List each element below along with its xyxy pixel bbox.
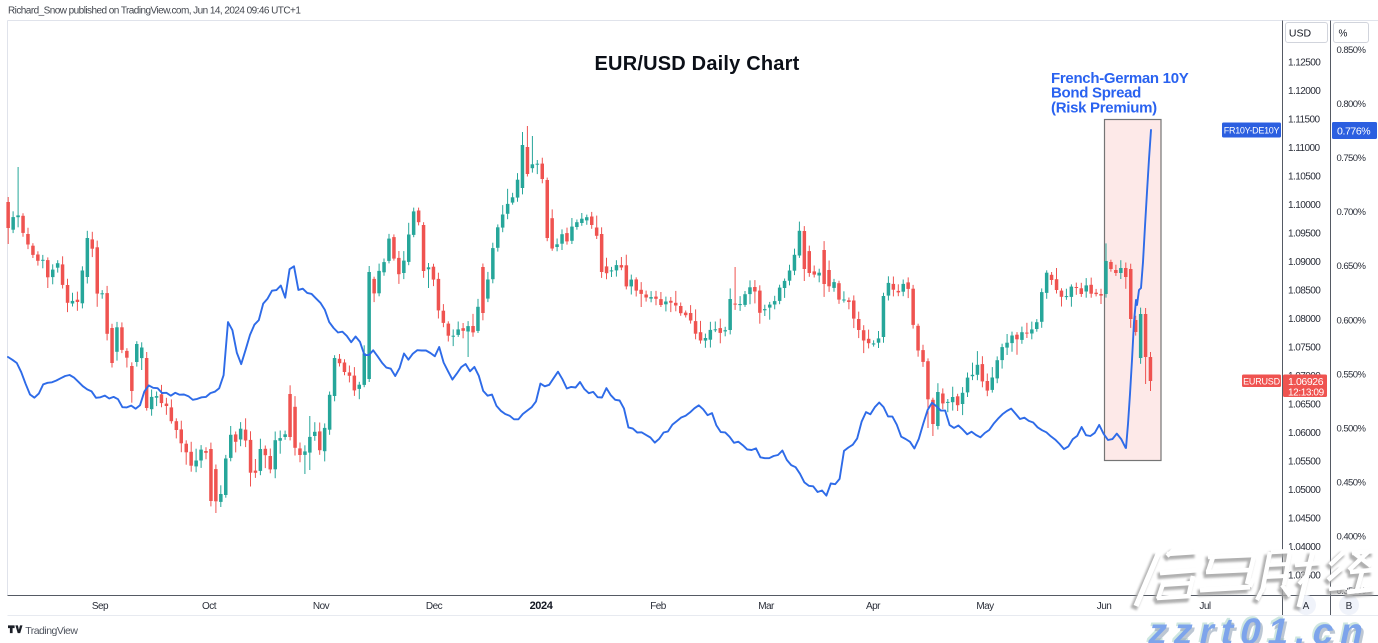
svg-text:1.10000: 1.10000	[1288, 200, 1321, 211]
svg-text:FR10Y-DE10Y: FR10Y-DE10Y	[1224, 126, 1280, 136]
svg-text:12:13:09: 12:13:09	[1288, 388, 1325, 399]
svg-text:French-German 10Y: French-German 10Y	[1051, 70, 1189, 87]
svg-text:0.650%: 0.650%	[1337, 261, 1367, 272]
svg-text:Apr: Apr	[866, 601, 881, 612]
svg-text:Jul: Jul	[1199, 601, 1210, 612]
svg-text:1.08000: 1.08000	[1288, 314, 1321, 325]
svg-text:1.12500: 1.12500	[1288, 58, 1321, 69]
svg-text:1.08500: 1.08500	[1288, 286, 1321, 297]
svg-text:Nov: Nov	[313, 601, 330, 612]
svg-text:1.09500: 1.09500	[1288, 229, 1321, 240]
svg-text:zzrt01.cn: zzrt01.cn	[1147, 613, 1377, 643]
svg-text:zzrt01.cn: zzrt01.cn	[1145, 610, 1375, 643]
svg-text:2024: 2024	[530, 600, 554, 612]
svg-text:0.776%: 0.776%	[1337, 126, 1370, 138]
svg-text:1.04500: 1.04500	[1288, 514, 1321, 525]
svg-text:0.500%: 0.500%	[1337, 424, 1367, 435]
svg-text:TradingView: TradingView	[25, 625, 78, 637]
svg-text:1.05000: 1.05000	[1288, 485, 1321, 496]
svg-text:1.07500: 1.07500	[1288, 343, 1321, 354]
svg-text:1.11000: 1.11000	[1288, 143, 1321, 154]
svg-text:Oct: Oct	[202, 601, 217, 612]
svg-text:1.12000: 1.12000	[1288, 86, 1321, 97]
svg-text:1.05500: 1.05500	[1288, 457, 1321, 468]
svg-text:1.06500: 1.06500	[1288, 400, 1321, 411]
svg-text:Jun: Jun	[1097, 601, 1111, 612]
svg-text:1.11500: 1.11500	[1288, 115, 1321, 126]
svg-text:0.600%: 0.600%	[1337, 315, 1367, 326]
svg-text:0.450%: 0.450%	[1337, 478, 1367, 489]
svg-text:A: A	[1303, 601, 1310, 612]
svg-text:1.10500: 1.10500	[1288, 172, 1321, 183]
svg-text:May: May	[976, 601, 994, 612]
svg-text:EUR/USD Daily Chart: EUR/USD Daily Chart	[595, 53, 800, 75]
svg-text:Bond Spread: Bond Spread	[1051, 85, 1141, 102]
svg-text:(Risk Premium): (Risk Premium)	[1051, 100, 1157, 117]
svg-text:0.800%: 0.800%	[1337, 99, 1367, 110]
svg-text:Dec: Dec	[426, 601, 443, 612]
svg-text:zzrt01.cn: zzrt01.cn	[1143, 608, 1373, 643]
svg-text:Sep: Sep	[92, 601, 109, 612]
svg-text:1.04000: 1.04000	[1288, 542, 1321, 553]
svg-text:0.700%: 0.700%	[1337, 207, 1367, 218]
svg-text:0.750%: 0.750%	[1337, 153, 1367, 164]
svg-text:0.550%: 0.550%	[1337, 369, 1367, 380]
svg-text:0.850%: 0.850%	[1337, 45, 1367, 56]
svg-text:EURUSD: EURUSD	[1243, 377, 1281, 387]
svg-text:1.09000: 1.09000	[1288, 257, 1321, 268]
svg-text:Mar: Mar	[758, 601, 775, 612]
svg-text:%: %	[1339, 29, 1348, 40]
svg-text:B: B	[1346, 601, 1353, 612]
svg-text:Richard_Snow published on Trad: Richard_Snow published on TradingView.co…	[8, 6, 301, 17]
svg-text:1.06000: 1.06000	[1288, 428, 1321, 439]
svg-text:Feb: Feb	[650, 601, 667, 612]
svg-text:USD: USD	[1289, 28, 1312, 40]
svg-text:1.06926: 1.06926	[1288, 376, 1324, 388]
svg-text:0.400%: 0.400%	[1337, 532, 1367, 543]
